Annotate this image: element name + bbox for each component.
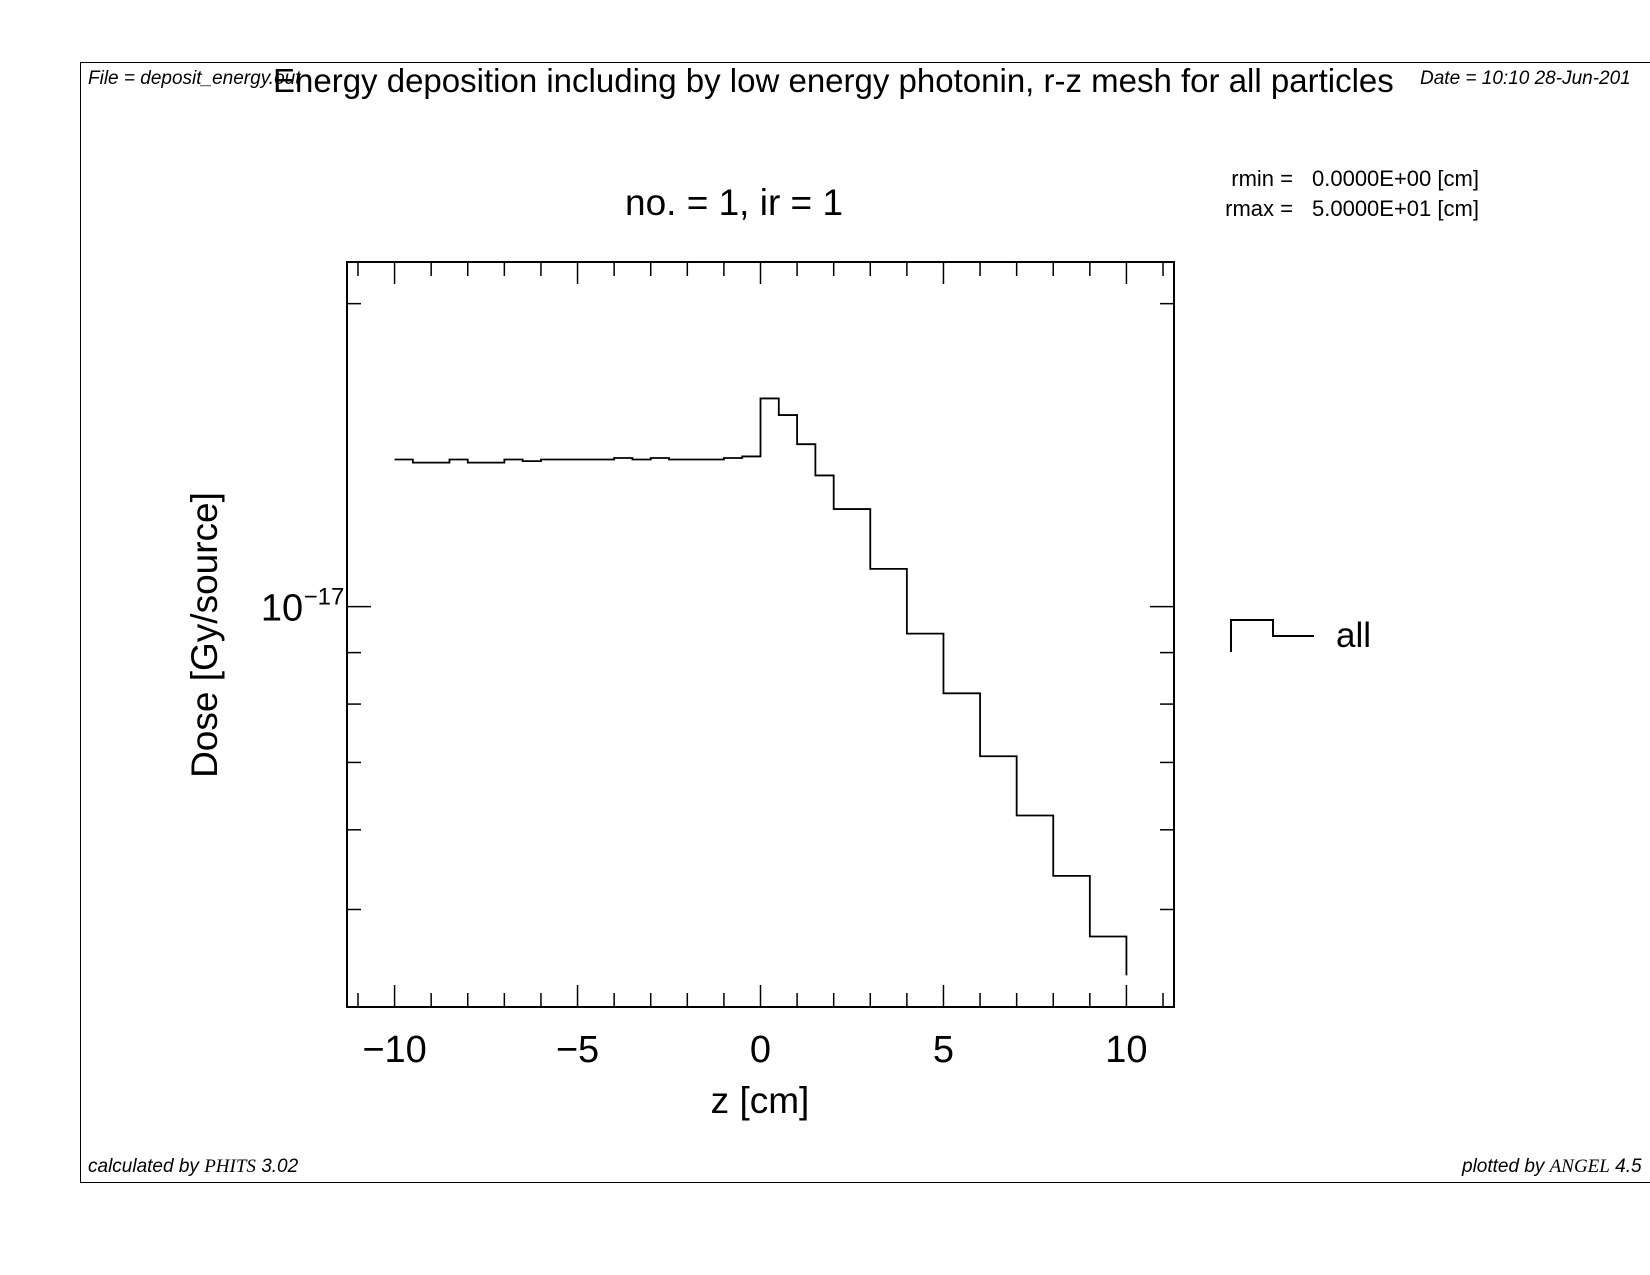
plot-code: ANGEL: [1549, 1156, 1610, 1177]
plot-prefix: plotted by: [1462, 1156, 1550, 1177]
chart-subtitle: no. = 1, ir = 1: [625, 182, 844, 223]
file-label: File = deposit_energy.out: [88, 68, 301, 89]
y-axis-label: Dose [Gy/source]: [184, 492, 225, 778]
calc-prefix: calculated by: [88, 1156, 205, 1177]
rmin-label: rmin =: [1231, 166, 1293, 191]
calc-version: 3.02: [255, 1156, 299, 1177]
page-frame: [80, 62, 1650, 1183]
y-tick-label: 10: [261, 588, 303, 630]
date-label: Date = 10:10 28-Jun-201: [1420, 68, 1631, 89]
x-tick-label: 10: [1105, 1029, 1147, 1071]
x-tick-label: −10: [362, 1029, 426, 1071]
x-tick-label: 0: [750, 1029, 771, 1071]
x-tick-label: 5: [933, 1029, 954, 1071]
calc-code: PHITS: [204, 1156, 256, 1177]
chart-title: Energy deposition including by low energ…: [273, 62, 1394, 99]
series-line-all: [394, 397, 1128, 976]
plot-frame: [346, 261, 1175, 1008]
x-tick-label: −5: [556, 1029, 599, 1071]
y-tick-label-exponent: −17: [304, 584, 345, 611]
rmin-value: 0.0000E+00 [cm]: [1312, 166, 1479, 191]
legend-entry-label: all: [1336, 616, 1372, 655]
rmax-value: 5.0000E+01 [cm]: [1312, 196, 1479, 221]
footer-calculated-by: calculated by PHITS 3.02: [88, 1156, 298, 1178]
plot-version: 4.5: [1609, 1156, 1642, 1177]
footer-plotted-by: plotted by ANGEL 4.5: [1462, 1156, 1642, 1178]
rmax-label: rmax =: [1225, 196, 1293, 221]
legend-symbol: [1230, 619, 1314, 652]
x-axis-label: z [cm]: [710, 1080, 810, 1121]
